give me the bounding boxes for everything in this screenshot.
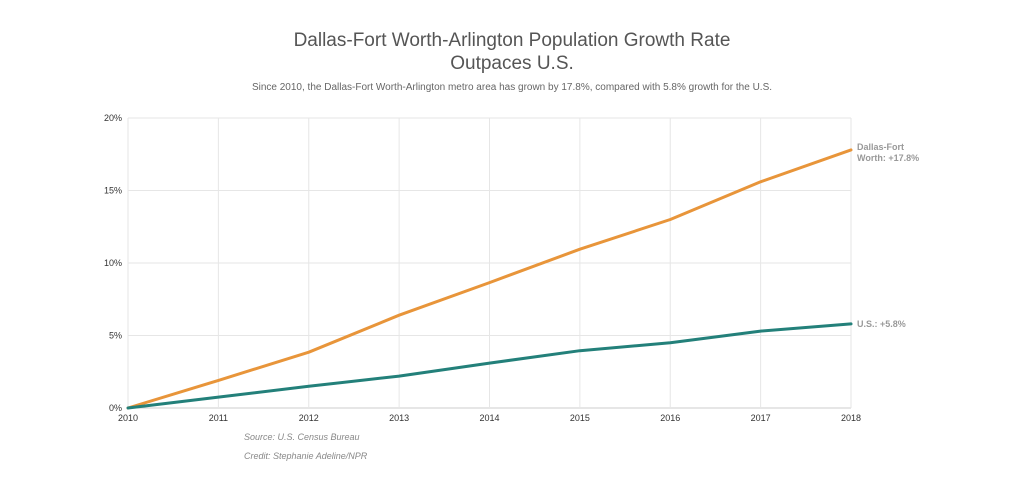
source-note: Source: U.S. Census Bureau [244, 432, 360, 442]
series-line-u-s [126, 322, 853, 410]
y-tick-label: 15% [104, 186, 122, 196]
series-line-dallas-fort-worth [126, 148, 853, 410]
series-label-dallas-fort-worth: Worth: +17.8% [857, 153, 919, 163]
x-tick-label: 2016 [660, 413, 680, 423]
x-tick-label: 2011 [209, 413, 228, 423]
series-label-dallas-fort-worth: Dallas-Fort [857, 142, 904, 152]
y-tick-label: 10% [104, 258, 122, 268]
chart-title-line2: Outpaces U.S. [450, 53, 574, 74]
x-tick-label: 2015 [570, 413, 590, 423]
series-lines [126, 148, 853, 410]
x-tick-label: 2014 [479, 413, 499, 423]
y-tick-label: 5% [109, 331, 122, 341]
y-tick-label: 0% [109, 403, 122, 413]
x-tick-label: 2017 [751, 413, 771, 423]
credit-note: Credit: Stephanie Adeline/NPR [244, 451, 368, 461]
x-tick-label: 2018 [841, 413, 861, 423]
chart-subtitle: Since 2010, the Dallas-Fort Worth-Arling… [251, 82, 773, 93]
x-tick-label: 2013 [389, 413, 409, 423]
x-tick-label: 2010 [118, 413, 138, 423]
chart-title-line1: Dallas-Fort Worth-Arlington Population G… [293, 30, 731, 51]
x-tick-label: 2012 [299, 413, 319, 423]
x-axis-ticks: 2010 2011 2012 2013 2014 2015 2016 2017 2018 [118, 413, 861, 423]
y-tick-label: 20% [104, 113, 122, 123]
y-axis-ticks: 0% 5% 10% 15% 20% [104, 113, 122, 413]
series-label-u-s: U.S.: +5.8% [857, 319, 906, 329]
